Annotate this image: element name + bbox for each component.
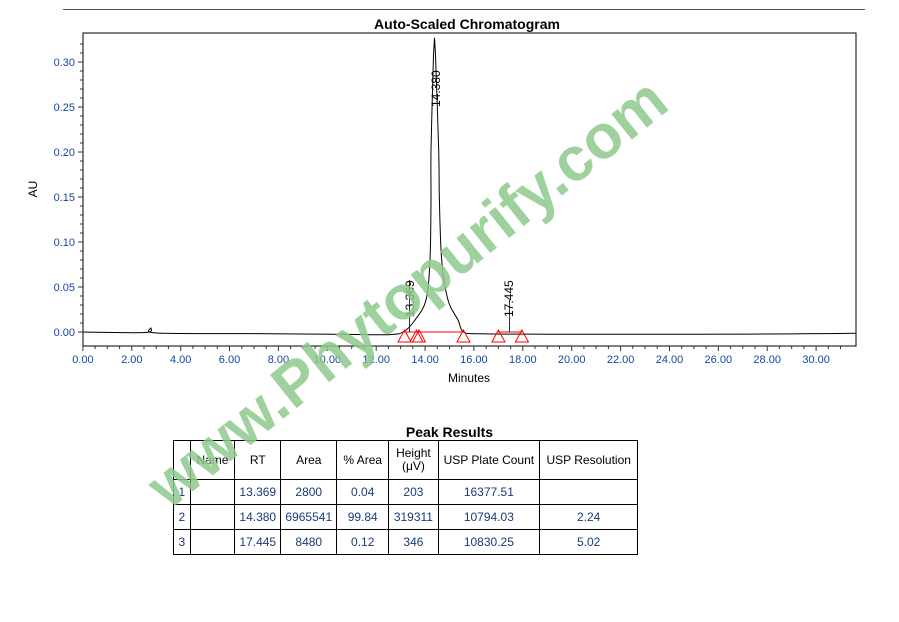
svg-text:28.00: 28.00 (753, 354, 781, 366)
svg-text:30.00: 30.00 (802, 354, 830, 366)
svg-text:6.00: 6.00 (219, 354, 240, 366)
svg-text:10.00: 10.00 (314, 354, 342, 366)
svg-text:Minutes: Minutes (448, 371, 490, 385)
svg-text:0.00: 0.00 (72, 354, 93, 366)
svg-text:2.00: 2.00 (121, 354, 142, 366)
svg-text:14.380: 14.380 (429, 70, 443, 107)
svg-text:20.00: 20.00 (558, 354, 586, 366)
svg-text:26.00: 26.00 (705, 354, 733, 366)
svg-text:0.15: 0.15 (54, 192, 75, 204)
svg-text:14.00: 14.00 (411, 354, 439, 366)
svg-text:16.00: 16.00 (460, 354, 488, 366)
svg-text:13.369: 13.369 (403, 280, 417, 317)
svg-text:8.00: 8.00 (268, 354, 289, 366)
svg-text:18.00: 18.00 (509, 354, 537, 366)
svg-text:4.00: 4.00 (170, 354, 191, 366)
svg-text:24.00: 24.00 (656, 354, 684, 366)
svg-text:0.20: 0.20 (54, 147, 75, 159)
svg-text:0.30: 0.30 (54, 57, 75, 69)
svg-text:17.445: 17.445 (502, 280, 516, 317)
svg-text:0.10: 0.10 (54, 237, 75, 249)
svg-text:0.25: 0.25 (54, 102, 75, 114)
svg-text:AU: AU (26, 181, 40, 198)
svg-text:0.05: 0.05 (54, 282, 75, 294)
svg-text:22.00: 22.00 (607, 354, 635, 366)
svg-text:12.00: 12.00 (362, 354, 390, 366)
svg-text:0.00: 0.00 (54, 327, 75, 339)
